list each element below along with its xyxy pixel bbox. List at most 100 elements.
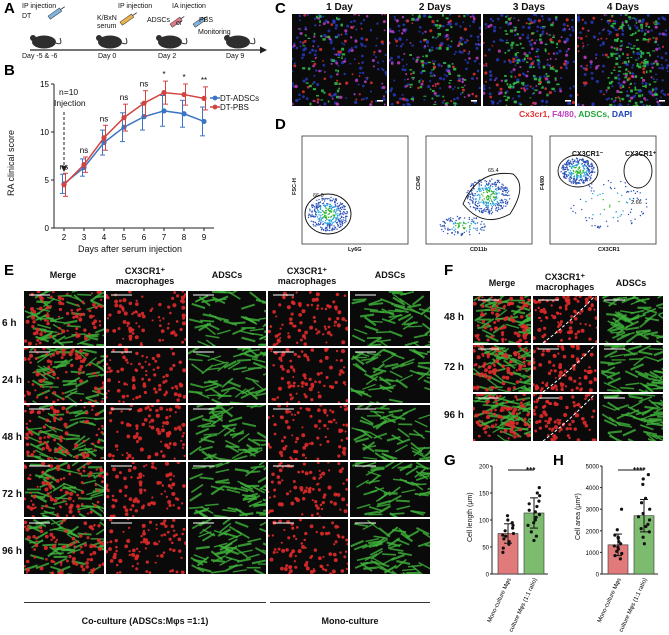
e-header-cx3cr1-mono: CX3CR1⁺ macrophages [277, 266, 337, 286]
flow-cytometry-plots [301, 135, 657, 245]
e-header-adscs-co: ADSCs [211, 270, 243, 280]
micrograph-f-r2-c0 [473, 394, 531, 441]
micrograph-e-r2-c1 [106, 405, 186, 460]
e-footer-monoculture: Mono-culture [321, 616, 379, 626]
f-header-adscs: ADSCs [615, 278, 647, 288]
micrograph-e-r3-c1 [106, 462, 186, 517]
axis-fsch: FSC-H [292, 178, 298, 195]
micrograph-e-r2-c0 [24, 405, 104, 460]
legend-f480: F4/80, [552, 109, 577, 119]
scatter-point [537, 513, 542, 517]
micrograph-4days [577, 14, 669, 106]
axis-cx3cr1: CX3CR1 [598, 247, 620, 253]
mouse-icon [156, 35, 188, 49]
x-tick-label: 9 [202, 233, 207, 242]
micrograph-e-r0-c2 [188, 291, 266, 346]
legend-marker [212, 95, 218, 101]
scatter-point [506, 518, 510, 522]
e-footer-line-left [24, 602, 266, 603]
micrograph-e-r3-c4 [350, 462, 430, 517]
y-tick-label: 50 [482, 546, 489, 552]
legend-cx3cr1: Cx3cr1, [519, 109, 550, 119]
mouse-icon [224, 35, 256, 49]
panel-label-c: C [275, 0, 286, 17]
x-tick-label: 4 [102, 233, 107, 242]
scatter-point [613, 533, 617, 537]
axis-cd11b: CD11b [470, 247, 488, 253]
mouse-icon [30, 35, 62, 49]
step1-bottom: Day -5 & -6 [22, 53, 58, 60]
scatter-point [511, 531, 516, 536]
scatter-point [647, 530, 651, 534]
legend-dapi: DAPI [611, 109, 633, 119]
scatter-point [505, 514, 510, 518]
step3-adscs: ADSCs [147, 17, 170, 24]
scale-bar [377, 100, 383, 102]
step3-bottom: Day 2 [158, 53, 177, 60]
step3-or: or [176, 20, 183, 27]
e-header-merge: Merge [49, 270, 77, 280]
series-line-1 [63, 91, 205, 186]
data-point [81, 162, 87, 168]
panel-label-h: H [553, 452, 564, 469]
scatter-point [642, 542, 646, 546]
micrograph-f-r2-c2 [599, 394, 663, 441]
scatter-point [615, 528, 619, 532]
step3-top: IA injection [172, 3, 206, 10]
micrograph-e-r1-c2 [188, 348, 266, 403]
scatter-point [503, 529, 507, 533]
step2-top: IP injection [118, 3, 153, 10]
scatter-point [620, 551, 624, 556]
scatter-point [619, 542, 623, 546]
time-4days: 4 Days [606, 2, 640, 13]
significance-label: * [182, 73, 185, 82]
data-point [101, 135, 107, 141]
scatter-point [501, 546, 505, 550]
axis-cd45: CD45 [416, 175, 422, 190]
scatter-point [507, 542, 511, 546]
micrograph-e-r0-c4 [350, 291, 430, 346]
scatter-point [639, 527, 643, 531]
data-point [161, 90, 167, 96]
panel-label-f: F [444, 262, 454, 279]
y-tick-label: 10 [40, 128, 49, 137]
data-point [61, 182, 67, 188]
x-tick-label: 2 [62, 233, 67, 242]
significance-label: ns [100, 114, 108, 123]
x-tick-label: 6 [142, 233, 147, 242]
scatter-point [533, 510, 537, 514]
mouse-icon [96, 35, 128, 49]
significance-label: ** [201, 76, 207, 85]
syringe-icon [192, 16, 208, 28]
scatter-point [612, 544, 616, 548]
data-point [161, 108, 167, 114]
micrograph-3days [483, 14, 575, 106]
annot-n: n=10 [59, 87, 79, 97]
scatter-point [527, 508, 531, 512]
y-tick-label: 150 [479, 492, 490, 498]
scatter-point [639, 501, 644, 505]
micrograph-e-r3-c3 [268, 462, 348, 517]
micrograph-f-r0-c2 [599, 296, 663, 343]
y-tick-label: 5 [45, 176, 50, 185]
scatter-point [641, 535, 645, 539]
f-row-96h: 96 h [444, 410, 465, 421]
gate-value-2: 65.4 [488, 168, 499, 174]
micrograph-e-r2-c2 [188, 405, 266, 460]
y-tick-label: 0 [596, 573, 600, 579]
step4-top: Monitoring [198, 29, 231, 36]
scatter-point [618, 557, 622, 561]
time-2days: 2 Days [418, 2, 452, 13]
panel-label-e: E [4, 262, 15, 279]
scatter-point [643, 496, 648, 500]
micrograph-e-r0-c3 [268, 291, 348, 346]
scatter-point [502, 537, 506, 541]
e-header-cx3cr1-co: CX3CR1⁺ macrophages [115, 266, 175, 286]
e-row-72h: 72 h [2, 489, 23, 500]
significance-label: ns [120, 93, 128, 102]
chart-h-ylabel: Cell area (μm²) [575, 493, 582, 540]
micrograph-2days [389, 14, 481, 106]
gate-label-cx3cr1-pos: CX3CR1⁺ [625, 151, 657, 158]
syringe-icon [169, 16, 185, 28]
